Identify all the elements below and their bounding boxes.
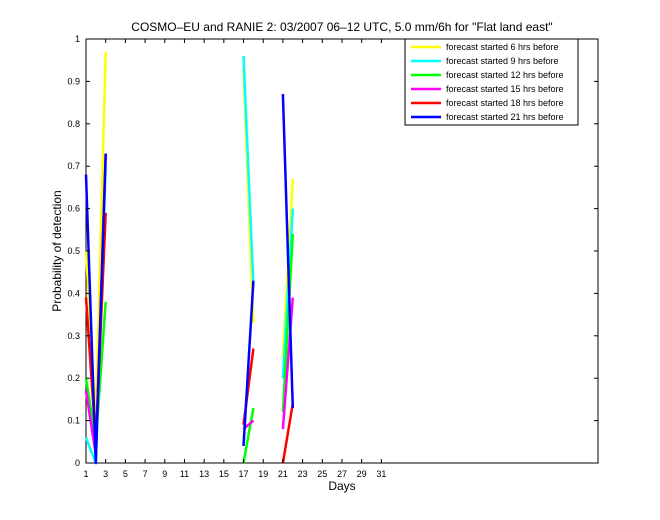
x-tick-label: 23 (298, 469, 308, 479)
legend-label-5: forecast started 18 hrs before (446, 98, 564, 108)
y-tick-label: 0.3 (67, 331, 80, 341)
series-line-6-segment-3 (281, 94, 295, 408)
x-tick-label: 13 (199, 469, 209, 479)
series-line-3-segment-3 (281, 233, 295, 413)
y-tick-label: 1 (75, 34, 80, 44)
x-tick-label: 15 (219, 469, 229, 479)
y-axis-label: Probability of detection (50, 190, 64, 311)
x-axis-label: Days (328, 479, 355, 493)
x-tick-label: 5 (123, 469, 128, 479)
y-tick-label: 0.6 (67, 204, 80, 214)
y-tick-label: 0.8 (67, 119, 80, 129)
y-tick-label: 0.4 (67, 288, 80, 298)
x-tick-label: 7 (143, 469, 148, 479)
series-line-6-segment-2 (242, 280, 255, 447)
x-tick-label: 17 (239, 469, 249, 479)
x-tick-label: 19 (258, 469, 268, 479)
chart-title: COSMO–EU and RANIE 2: 03/2007 06–12 UTC,… (131, 20, 552, 34)
y-tick-label: 0.5 (67, 246, 80, 256)
series-line-3-segment-2 (242, 407, 255, 464)
x-tick-label: 29 (357, 469, 367, 479)
legend-label-4: forecast started 15 hrs before (446, 84, 564, 94)
y-tick-label: 0.9 (67, 76, 80, 86)
x-tick-label: 21 (278, 469, 288, 479)
series-line-6-segment-1 (84, 153, 107, 465)
series-line-2-segment-3 (281, 208, 295, 379)
legend-label-1: forecast started 6 hrs before (446, 42, 559, 52)
series-line-2-segment-2 (242, 55, 255, 285)
y-tick-label: 0 (75, 458, 80, 468)
legend-label-2: forecast started 9 hrs before (446, 56, 559, 66)
y-tick-label: 0.7 (67, 161, 80, 171)
x-tick-label: 1 (83, 469, 88, 479)
x-tick-label: 9 (162, 469, 167, 479)
legend-box (404, 38, 579, 126)
x-tick-label: 27 (337, 469, 347, 479)
ticks-layer: 1 3 5 7 9 11 13 15 17 19 21 23 25 27 29 3100.10.20.30.4… (67, 34, 598, 479)
x-tick-label: 31 (376, 469, 386, 479)
x-tick-label: 3 (103, 469, 108, 479)
legend-items: forecast started 6 hrs before forecast st… (411, 42, 564, 122)
x-tick-label: 11 (180, 469, 189, 479)
y-tick-label: 0.1 (67, 416, 80, 426)
series-line-5-segment-3 (281, 403, 295, 464)
y-tick-label: 0.2 (67, 373, 80, 383)
legend-label-3: forecast started 12 hrs before (446, 70, 564, 80)
series-layer (84, 51, 295, 465)
legend: forecast started 6 hrs before forecast st… (404, 38, 579, 126)
x-tick-label: 25 (317, 469, 327, 479)
legend-label-6: forecast started 21 hrs before (446, 112, 564, 122)
